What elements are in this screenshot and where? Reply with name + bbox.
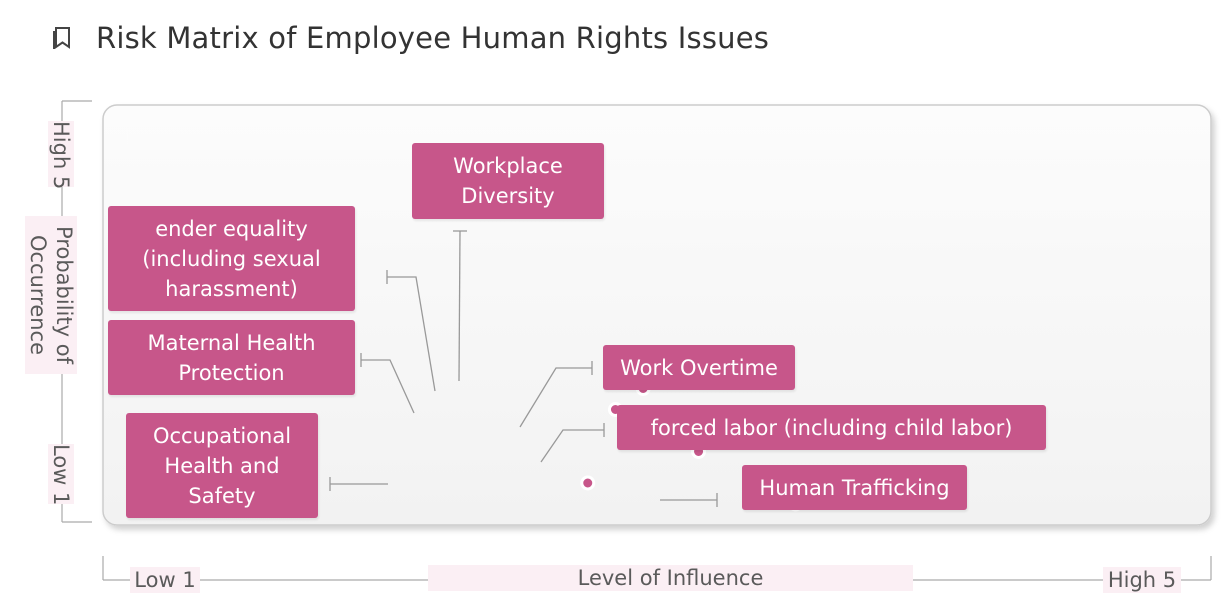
y-axis-title: Probability of Occurrence — [25, 216, 77, 374]
title-row: Risk Matrix of Employee Human Rights Iss… — [52, 18, 769, 58]
label-human-trafficking: Human Trafficking — [742, 465, 967, 510]
point-occupational-health — [580, 475, 596, 491]
leader-line-workplace-diversity — [458, 230, 461, 382]
leader-line-maternal-health — [361, 359, 415, 414]
x-axis-low-label: Low 1 — [130, 567, 200, 593]
y-axis-low-label: Low 1 — [48, 444, 74, 506]
leader-line-work-overtime — [519, 367, 592, 428]
page-title: Risk Matrix of Employee Human Rights Iss… — [96, 21, 770, 55]
y-axis-high-label: High 5 — [48, 121, 74, 190]
bookmark-icon — [53, 27, 70, 49]
x-axis-high-label: High 5 — [1103, 567, 1181, 593]
label-occupational-health-and-safety: Occupational Health and Safety — [126, 413, 318, 518]
label-forced-labor: forced labor (including child labor) — [617, 405, 1046, 450]
x-axis-title: Level of Influence — [428, 565, 913, 591]
leader-line-forced-labor — [540, 429, 604, 463]
label-work-overtime: Work Overtime — [603, 345, 795, 390]
leader-line-gender-equality — [387, 276, 436, 392]
label-workplace-diversity: Workplace Diversity — [412, 143, 604, 219]
label-gender-equality: ender equality (including sexual harassm… — [108, 206, 355, 311]
label-maternal-health-protection: Maternal Health Protection — [108, 320, 355, 395]
